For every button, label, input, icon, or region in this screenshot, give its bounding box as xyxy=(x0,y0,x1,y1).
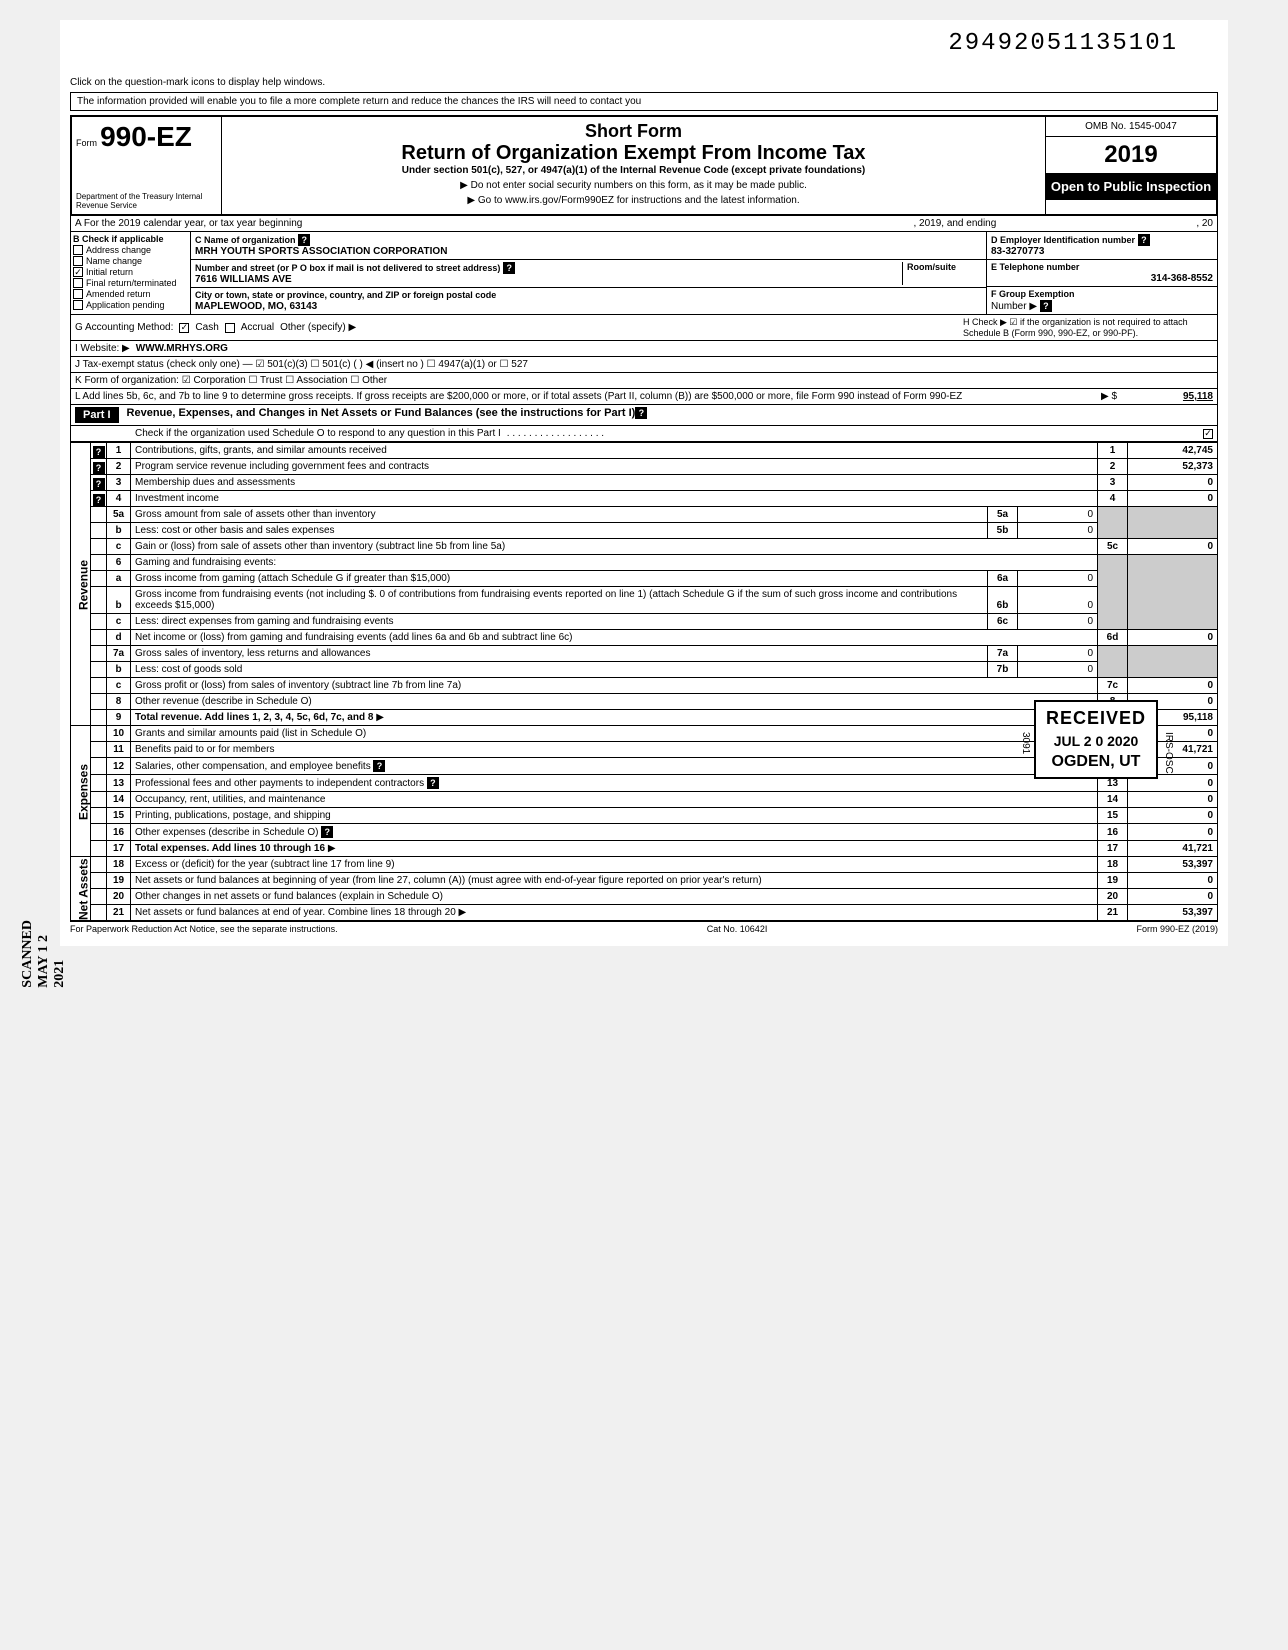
city-label: City or town, state or province, country… xyxy=(195,290,496,300)
goto-text: ▶ Go to www.irs.gov/Form990EZ for instru… xyxy=(226,195,1041,206)
stamp-date: JUL 2 0 2020 xyxy=(1046,733,1146,749)
form-page: SCANNED MAY 1 2 2021 29492051135101 Clic… xyxy=(60,20,1228,946)
part1-title: Revenue, Expenses, and Changes in Net As… xyxy=(127,407,636,423)
section-b-title: B Check if applicable xyxy=(73,234,188,244)
row-i: I Website: ▶ WWW.MRHYS.ORG xyxy=(70,341,1218,357)
received-stamp: RECEIVED JUL 2 0 2020 OGDEN, UT IRS-OSC … xyxy=(1034,700,1158,779)
f-sub: Number ▶ xyxy=(991,301,1037,312)
d-label: D Employer Identification number xyxy=(991,235,1135,245)
part1-header: Part I Revenue, Expenses, and Changes in… xyxy=(70,405,1218,426)
hint-text: Click on the question-mark icons to disp… xyxy=(70,77,1218,88)
footer-left: For Paperwork Reduction Act Notice, see … xyxy=(70,924,338,934)
org-name: MRH YOUTH SPORTS ASSOCIATION CORPORATION xyxy=(195,246,447,257)
row-k: K Form of organization: ☑ Corporation ☐ … xyxy=(70,373,1218,389)
chk-amended-return[interactable]: Amended return xyxy=(73,289,188,299)
footer: For Paperwork Reduction Act Notice, see … xyxy=(70,921,1218,936)
chk-name-change[interactable]: Name change xyxy=(73,256,188,266)
help-icon[interactable]: ? xyxy=(93,494,105,506)
footer-mid: Cat No. 10642I xyxy=(707,924,768,934)
help-icon[interactable]: ? xyxy=(321,826,333,838)
section-b: B Check if applicable Address change Nam… xyxy=(71,232,191,314)
help-icon[interactable]: ? xyxy=(1040,300,1052,312)
stamp-vert: 3091 xyxy=(1020,732,1031,754)
footer-right: Form 990-EZ (2019) xyxy=(1136,924,1218,934)
chk-accrual[interactable] xyxy=(225,323,235,333)
main-title: Return of Organization Exempt From Incom… xyxy=(226,142,1041,165)
short-form-title: Short Form xyxy=(226,121,1041,142)
part1-check-text: Check if the organization used Schedule … xyxy=(135,428,501,439)
chk-application-pending[interactable]: Application pending xyxy=(73,300,188,310)
help-icon[interactable]: ? xyxy=(503,262,515,274)
help-icon[interactable]: ? xyxy=(635,407,647,419)
omb-number: OMB No. 1545-0047 xyxy=(1046,117,1216,137)
dept-label: Department of the Treasury Internal Reve… xyxy=(76,192,217,210)
name-label: C Name of organization xyxy=(195,235,296,245)
help-icon[interactable]: ? xyxy=(298,234,310,246)
row-a-end: , 20 xyxy=(1196,218,1213,229)
header-center: Short Form Return of Organization Exempt… xyxy=(222,117,1046,214)
part1-label: Part I xyxy=(75,407,119,423)
l-value: 95,118 xyxy=(1123,391,1213,402)
e-label: E Telephone number xyxy=(991,262,1079,272)
stamp-side: IRS-OSC xyxy=(1163,732,1174,774)
chk-initial-return[interactable]: ✓Initial return xyxy=(73,267,188,277)
row-l: L Add lines 5b, 6c, and 7b to line 9 to … xyxy=(70,389,1218,405)
ein: 83-3270773 xyxy=(991,246,1044,257)
hint-box: The information provided will enable you… xyxy=(70,92,1218,111)
tax-year: 2019 xyxy=(1046,137,1216,173)
lines-table: Revenue ? 1 Contributions, gifts, grants… xyxy=(70,442,1218,921)
section-de: D Employer Identification number ? 83-32… xyxy=(987,232,1217,314)
phone: 314-368-8552 xyxy=(991,273,1213,284)
inspection-badge: Open to Public Inspection xyxy=(1046,173,1216,200)
help-icon[interactable]: ? xyxy=(1138,234,1150,246)
l-arrow: ▶ $ xyxy=(1101,391,1117,402)
org-city: MAPLEWOOD, MO, 63143 xyxy=(195,301,317,312)
info-grid: B Check if applicable Address change Nam… xyxy=(70,232,1218,315)
help-icon[interactable]: ? xyxy=(93,446,105,458)
row-g-h: G Accounting Method: ✓Cash Accrual Other… xyxy=(70,315,1218,341)
row-a: A For the 2019 calendar year, or tax yea… xyxy=(70,216,1218,232)
form-prefix: Form xyxy=(76,138,97,148)
form-number: 990-EZ xyxy=(100,121,192,152)
help-icon[interactable]: ? xyxy=(93,478,105,490)
chk-final-return[interactable]: Final return/terminated xyxy=(73,278,188,288)
part1-check-row: Check if the organization used Schedule … xyxy=(70,426,1218,442)
warn-text: ▶ Do not enter social security numbers o… xyxy=(226,180,1041,191)
g-label: G Accounting Method: xyxy=(75,322,173,333)
form-header: Form 990-EZ Department of the Treasury I… xyxy=(70,115,1218,216)
subtitle: Under section 501(c), 527, or 4947(a)(1)… xyxy=(226,165,1041,176)
row-j: J Tax-exempt status (check only one) — ☑… xyxy=(70,357,1218,373)
org-address: 7616 WILLIAMS AVE xyxy=(195,274,292,285)
header-left: Form 990-EZ Department of the Treasury I… xyxy=(72,117,222,214)
f-label: F Group Exemption xyxy=(991,289,1075,299)
i-label: I Website: ▶ xyxy=(75,343,130,354)
row-a-mid: , 2019, and ending xyxy=(913,218,996,229)
help-icon[interactable]: ? xyxy=(373,760,385,772)
expenses-label: Expenses xyxy=(71,726,91,857)
header-right: OMB No. 1545-0047 2019 Open to Public In… xyxy=(1046,117,1216,214)
addr-label: Number and street (or P O box if mail is… xyxy=(195,263,500,273)
room-label: Room/suite xyxy=(907,262,956,272)
stamp-received: RECEIVED xyxy=(1046,708,1146,729)
scanned-stamp: SCANNED MAY 1 2 2021 xyxy=(20,920,68,988)
l-text: L Add lines 5b, 6c, and 7b to line 9 to … xyxy=(75,391,1095,402)
chk-address-change[interactable]: Address change xyxy=(73,245,188,255)
website: WWW.MRHYS.ORG xyxy=(136,343,228,354)
section-c: C Name of organization ? MRH YOUTH SPORT… xyxy=(191,232,987,314)
help-icon[interactable]: ? xyxy=(93,462,105,474)
chk-cash[interactable]: ✓ xyxy=(179,323,189,333)
revenue-label: Revenue xyxy=(71,443,91,726)
netassets-label: Net Assets xyxy=(71,857,91,921)
stamp-loc: OGDEN, UT xyxy=(1046,753,1146,771)
row-a-label: A For the 2019 calendar year, or tax yea… xyxy=(75,218,302,229)
chk-schedule-o[interactable]: ✓ xyxy=(1203,429,1213,439)
row-h: H Check ▶ ☑ if the organization is not r… xyxy=(963,317,1213,338)
ocr-number: 29492051135101 xyxy=(70,30,1218,57)
help-icon[interactable]: ? xyxy=(427,777,439,789)
